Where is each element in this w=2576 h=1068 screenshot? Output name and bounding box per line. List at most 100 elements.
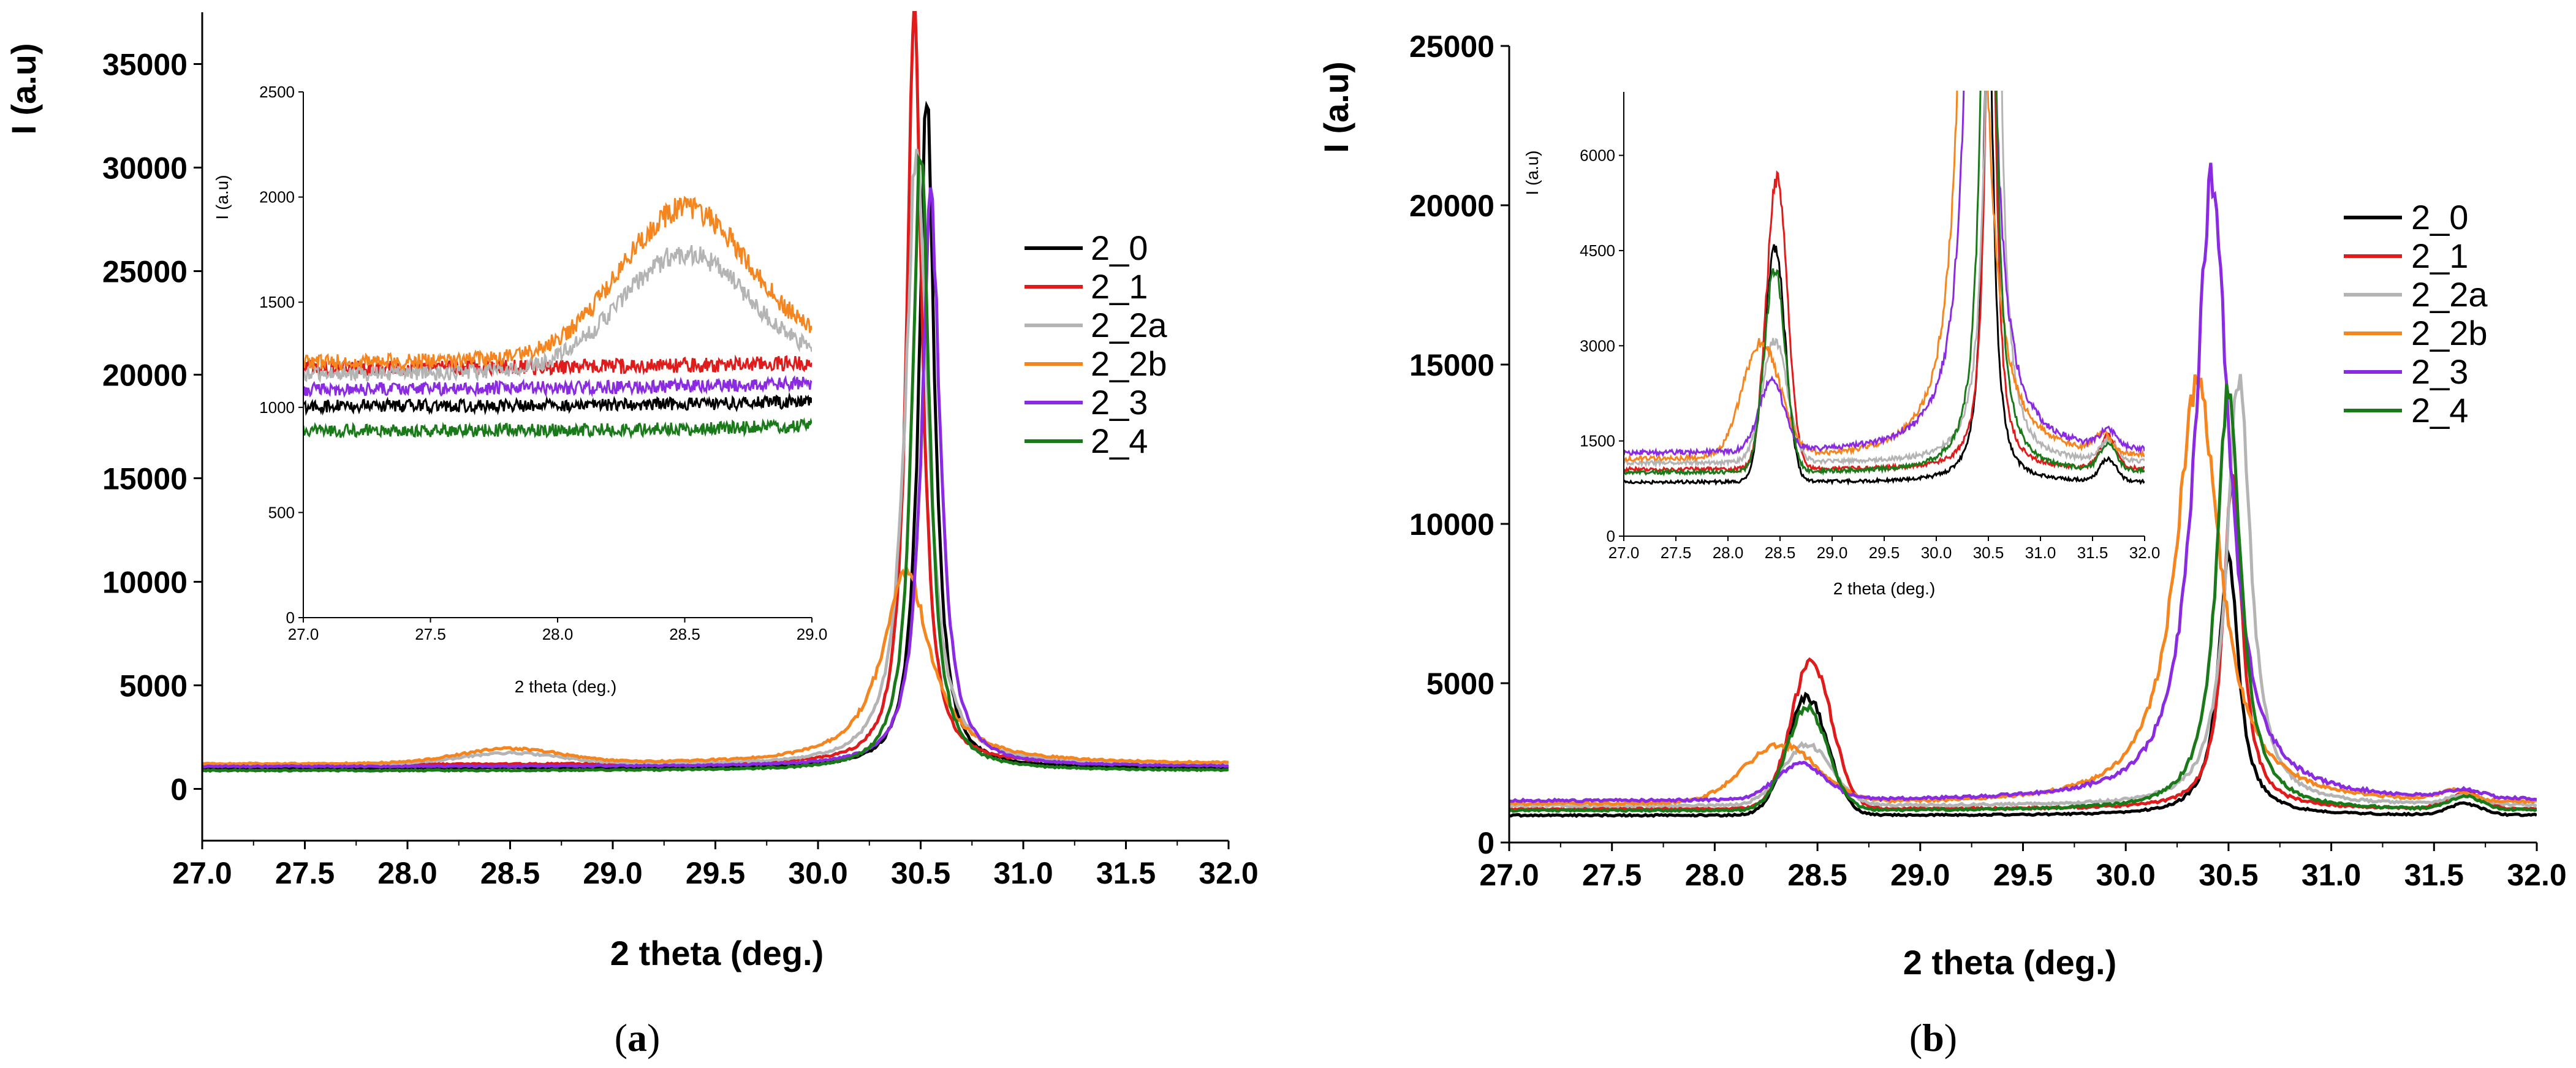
inset-a-xtick-label: 28.5 xyxy=(669,625,700,643)
chart-a-xtick-label: 31.0 xyxy=(993,856,1053,890)
chart-b-ytick-label: 25000 xyxy=(1409,29,1494,64)
inset-b-ytick-label: 3000 xyxy=(1580,336,1615,355)
chart-b-xtick-label: 28.0 xyxy=(1685,858,1744,892)
inset-a-ytick-label: 2500 xyxy=(259,83,295,101)
inset-b-series-2_0 xyxy=(1624,91,2145,486)
legend-a-label-2_2b: 2_2b xyxy=(1091,344,1167,383)
inset-b-xtick-label: 30.0 xyxy=(1921,543,1952,562)
chart-b-series-2_3 xyxy=(1509,162,2537,803)
inset-b-series-2_3 xyxy=(1624,91,2145,458)
chart-a-ytick-label: 35000 xyxy=(102,48,188,82)
legend-a-label-2_3: 2_3 xyxy=(1091,383,1148,422)
inset-a-series-2_0 xyxy=(303,392,812,416)
chart-b-xtick-label: 28.5 xyxy=(1787,858,1847,892)
chart-b-xtick-label: 32.0 xyxy=(2507,858,2566,892)
legend-b-label-2_2b: 2_2b xyxy=(2411,314,2488,352)
legend-a-label-2_4: 2_4 xyxy=(1091,422,1148,460)
inset-a-ylabel: I (a.u) xyxy=(213,175,232,219)
inset-b-ytick-label: 0 xyxy=(1607,527,1615,545)
chart-b-series-2_4 xyxy=(1509,384,2537,814)
inset-b-xtick-label: 27.5 xyxy=(1661,543,1692,562)
inset-b-xlabel: 2 theta (deg.) xyxy=(1833,579,1936,598)
caption-a: (a) xyxy=(615,1016,661,1059)
legend-b-label-2_3: 2_3 xyxy=(2411,352,2468,391)
chart-a-ytick-label: 10000 xyxy=(102,566,188,600)
inset-a-ytick-label: 1000 xyxy=(259,398,295,417)
chart-a-ylabel: I (a.u) xyxy=(4,43,43,134)
chart-b-ytick-label: 10000 xyxy=(1409,507,1494,542)
inset-b-series-2_4 xyxy=(1624,91,2145,477)
chart-b-xtick-label: 27.5 xyxy=(1582,858,1642,892)
legend-a-label-2_0: 2_0 xyxy=(1091,229,1148,267)
inset-b-ytick-label: 4500 xyxy=(1580,241,1615,260)
legend-a-label-2_2a: 2_2a xyxy=(1091,306,1167,344)
chart-a-ytick-label: 15000 xyxy=(102,462,188,496)
chart-a-series-2_3 xyxy=(202,187,1229,769)
chart-b-xtick-label: 30.0 xyxy=(2096,858,2156,892)
chart-b-xtick-label: 31.0 xyxy=(2301,858,2361,892)
chart-b-xtick-label: 29.0 xyxy=(1890,858,1950,892)
inset-b-series-2_2a xyxy=(1624,91,2145,469)
inset-a-ytick-label: 500 xyxy=(268,503,295,521)
inset-a-xtick-label: 29.0 xyxy=(797,625,828,643)
chart-b-series-2_0 xyxy=(1509,548,2537,818)
chart-b-ylabel: I (a.u) xyxy=(1317,61,1355,153)
chart-b-xtick-label: 31.5 xyxy=(2404,858,2464,892)
chart-a-ytick-label: 20000 xyxy=(102,358,188,393)
chart-a-ytick-label: 30000 xyxy=(102,151,188,186)
inset-b-xtick-label: 29.0 xyxy=(1817,543,1848,562)
chart-b-ytick-label: 15000 xyxy=(1409,348,1494,382)
chart-b-series-2_2b xyxy=(1509,374,2537,807)
inset-b-ytick-label: 6000 xyxy=(1580,146,1615,165)
chart-a-series-2_2b xyxy=(202,564,1229,767)
chart-b-ytick-label: 5000 xyxy=(1426,667,1494,701)
inset-b-xtick-label: 27.0 xyxy=(1608,543,1640,562)
inset-b-ylabel: I (a.u) xyxy=(1523,150,1542,195)
inset-a-ytick-label: 2000 xyxy=(259,188,295,206)
inset-a-xlabel: 2 theta (deg.) xyxy=(515,677,617,696)
inset-b-xtick-label: 30.5 xyxy=(1973,543,2004,562)
inset-b-xtick-label: 28.0 xyxy=(1713,543,1744,562)
inset-a-xtick-label: 28.0 xyxy=(542,625,574,643)
chart-a-series-2_1 xyxy=(202,11,1229,767)
legend-b-label-2_4: 2_4 xyxy=(2411,391,2468,430)
inset-a-xtick-label: 27.0 xyxy=(288,625,319,643)
chart-a-ytick-label: 25000 xyxy=(102,255,188,289)
chart-b-xtick-label: 29.5 xyxy=(1993,858,2053,892)
chart-b-xlabel: 2 theta (deg.) xyxy=(1903,943,2116,982)
chart-a-xtick-label: 27.0 xyxy=(172,856,232,890)
inset-b-series-2_1 xyxy=(1624,91,2145,474)
chart-a-xtick-label: 29.5 xyxy=(686,856,745,890)
inset-a-ytick-label: 0 xyxy=(286,608,295,627)
chart-a-xtick-label: 32.0 xyxy=(1199,856,1258,890)
chart-a-xtick-label: 29.0 xyxy=(583,856,642,890)
inset-a-xtick-label: 27.5 xyxy=(415,625,446,643)
legend-a-label-2_1: 2_1 xyxy=(1091,267,1148,306)
chart-a-series-2_4 xyxy=(202,153,1229,773)
inset-a-ytick-label: 1500 xyxy=(259,293,295,311)
chart-a-xtick-label: 28.5 xyxy=(480,856,540,890)
chart-a-xtick-label: 30.5 xyxy=(891,856,950,890)
legend-b-label-2_0: 2_0 xyxy=(2411,198,2468,237)
chart-a-ytick-label: 0 xyxy=(170,773,188,807)
chart-a-xtick-label: 27.5 xyxy=(275,856,335,890)
inset-a-series-2_2a xyxy=(303,244,812,384)
chart-b-ytick-label: 20000 xyxy=(1409,189,1494,223)
chart-b-xtick-label: 30.5 xyxy=(2199,858,2258,892)
inset-b-xtick-label: 28.5 xyxy=(1765,543,1796,562)
chart-b-ytick-label: 0 xyxy=(1477,826,1494,860)
chart-a-xtick-label: 31.5 xyxy=(1096,856,1156,890)
chart-b-series-2_1 xyxy=(1509,474,2537,812)
chart-b-series-2_2a xyxy=(1509,374,2537,809)
caption-b: (b) xyxy=(1909,1016,1957,1059)
chart-a-xtick-label: 28.0 xyxy=(377,856,437,890)
inset-b-xtick-label: 31.0 xyxy=(2025,543,2056,562)
inset-b-xtick-label: 29.5 xyxy=(1869,543,1900,562)
chart-a-ytick-label: 5000 xyxy=(119,669,188,703)
inset-a-series-2_2b xyxy=(303,195,812,372)
chart-a-xlabel: 2 theta (deg.) xyxy=(610,934,824,972)
chart-b-xtick-label: 27.0 xyxy=(1479,858,1539,892)
legend-b-label-2_2a: 2_2a xyxy=(2411,275,2488,314)
inset-b-xtick-label: 31.5 xyxy=(2077,543,2108,562)
